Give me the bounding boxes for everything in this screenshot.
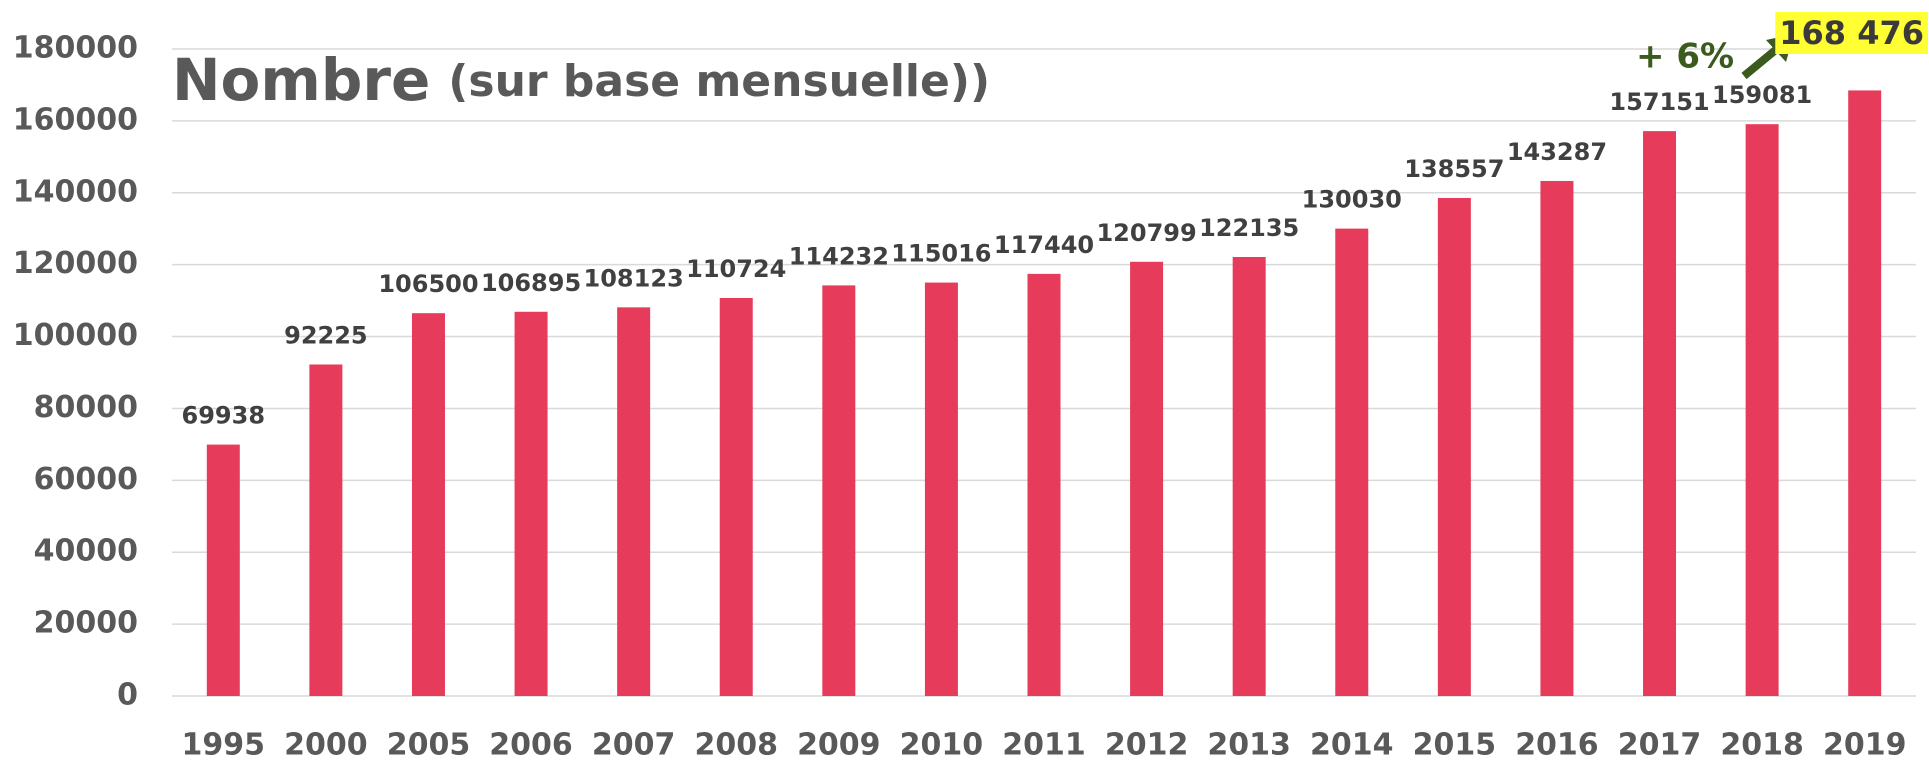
bar	[1027, 273, 1061, 696]
data-label: 115016	[891, 240, 991, 268]
data-label: 92225	[284, 322, 368, 350]
bar	[1540, 180, 1574, 697]
x-tick-label: 2008	[694, 728, 778, 762]
bar	[822, 285, 856, 696]
data-label: 117440	[994, 231, 1094, 259]
y-tick-label: 140000	[13, 174, 138, 209]
x-tick-label: 2009	[797, 728, 881, 762]
x-tick-label: 2011	[1002, 728, 1086, 762]
data-label: 168 476	[1779, 14, 1924, 52]
data-label: 130030	[1302, 186, 1402, 214]
x-tick-label: 2014	[1310, 728, 1394, 762]
x-tick-label: 2005	[387, 728, 471, 762]
title: Nombre	[172, 46, 430, 114]
bar	[309, 364, 343, 696]
x-tick-label: 2012	[1105, 728, 1189, 762]
x-tick-label: 2018	[1720, 728, 1804, 762]
bar	[1848, 90, 1882, 697]
x-tick-label: 1995	[182, 728, 266, 762]
arrow-shaft	[1741, 44, 1781, 80]
y-tick-label: 80000	[34, 390, 138, 425]
bar	[719, 298, 753, 696]
x-tick-label: 2007	[592, 728, 676, 762]
x-tick-label: 2015	[1413, 728, 1497, 762]
x-tick-label: 2010	[900, 728, 984, 762]
bar	[411, 313, 445, 696]
chart-title: Nombre (sur base mensuelle))	[172, 46, 990, 114]
bar	[1745, 124, 1779, 696]
x-tick-label: 2017	[1618, 728, 1702, 762]
x-tick-label: 2016	[1515, 728, 1599, 762]
data-label: 143287	[1507, 138, 1607, 166]
y-tick-label: 180000	[13, 31, 138, 66]
y-tick-label: 160000	[13, 102, 138, 137]
bar	[514, 311, 548, 696]
bar	[1335, 228, 1369, 697]
bar	[1130, 261, 1164, 696]
x-tick-label: 2006	[489, 728, 573, 762]
data-label: 69938	[182, 402, 266, 430]
bar	[1232, 256, 1266, 696]
x-tick-label: 2019	[1823, 728, 1907, 762]
data-label: 159081	[1712, 81, 1812, 109]
bar	[1437, 197, 1471, 697]
annotation: + 6%	[1636, 37, 1734, 77]
y-tick-label: 120000	[13, 246, 138, 281]
data-label: 120799	[1096, 219, 1196, 247]
label-highlight	[1775, 12, 1928, 54]
data-label: 106500	[378, 270, 478, 298]
bar	[617, 307, 651, 696]
data-label: 106895	[481, 269, 581, 297]
x-tick-label: 2000	[284, 728, 368, 762]
data-label: 110724	[686, 255, 786, 283]
data-label: 122135	[1199, 214, 1299, 242]
data-label: 114232	[789, 242, 889, 270]
y-tick-label: 20000	[34, 606, 138, 641]
y-tick-label: 0	[117, 678, 138, 713]
y-tick-label: 100000	[13, 318, 138, 353]
bar	[206, 444, 240, 696]
x-tick-label: 2013	[1207, 728, 1291, 762]
bar	[1643, 131, 1677, 696]
subtitle: (sur base mensuelle))	[448, 56, 990, 107]
data-label: 138557	[1404, 155, 1504, 183]
y-tick-label: 60000	[34, 462, 138, 497]
bar	[924, 282, 958, 696]
y-tick-label: 40000	[34, 534, 138, 569]
data-label: 157151	[1609, 88, 1709, 116]
data-label: 108123	[584, 264, 684, 292]
